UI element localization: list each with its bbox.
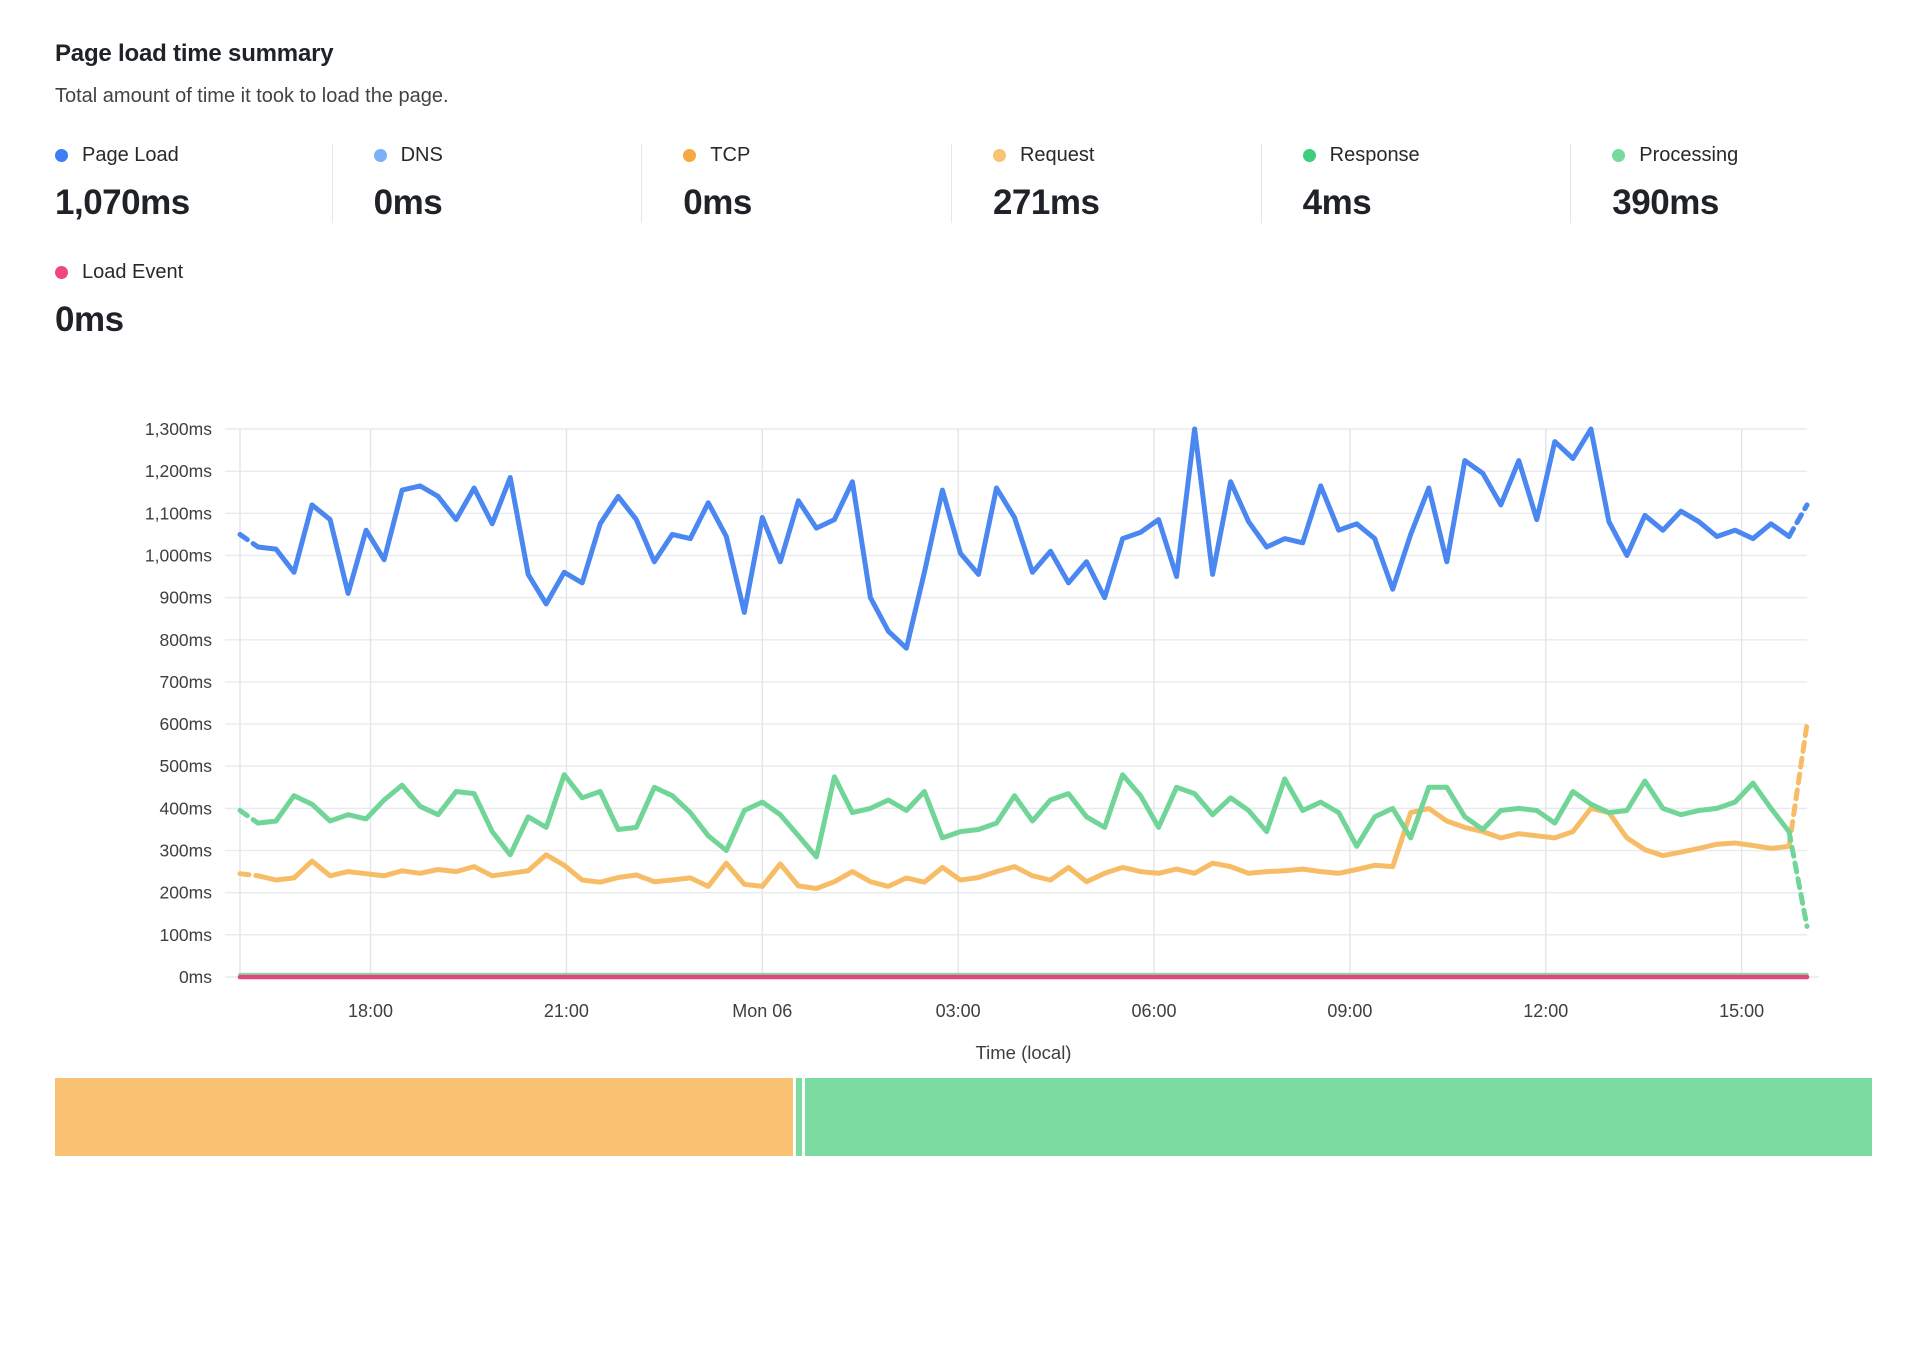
metric-label-row: Load Event [55, 261, 334, 284]
y-tick-label: 100ms [159, 925, 212, 945]
chart-container: 0ms 100ms 200ms 300ms 400ms 500ms 600ms 700ms 80… [55, 404, 1880, 1066]
metric-value: 390ms [1612, 183, 1719, 222]
load-time-chart[interactable]: 0ms 100ms 200ms 300ms 400ms 500ms 600ms 700ms 80… [55, 404, 1855, 1066]
request-dot-icon [992, 149, 1006, 162]
x-tick-label: 06:00 [1132, 1001, 1177, 1021]
series-page-load [255, 426, 1792, 651]
x-tick-label: 12:00 [1523, 1001, 1568, 1021]
metric-label: Request [1019, 144, 1095, 166]
series-processing [1786, 829, 1810, 929]
x-tick-label: 18:00 [348, 1001, 393, 1021]
y-tick-label: 1,300ms [145, 419, 212, 439]
processing-dot-icon [1612, 149, 1626, 162]
x-tick-label: 09:00 [1327, 1001, 1372, 1021]
y-tick-label: 700ms [159, 672, 212, 692]
x-tick-label: 03:00 [936, 1001, 981, 1021]
status-segment[interactable] [805, 1078, 1873, 1156]
series-page-load [237, 531, 261, 550]
metrics-row-2: Load Event 0ms [55, 261, 1880, 340]
x-axis-title: Time (local) [976, 1042, 1072, 1063]
y-tick-label: 900ms [159, 588, 212, 608]
metric-label: Response [1329, 144, 1420, 166]
y-tick-label: 1,200ms [145, 461, 212, 481]
series-page-load [1786, 502, 1810, 539]
metric-label: TCP [710, 144, 751, 166]
y-tick-label: 300ms [159, 841, 212, 861]
tcp-dot-icon [683, 149, 697, 162]
metric-value: 0ms [373, 183, 443, 222]
metric-label-row: Request [992, 144, 1261, 167]
y-tick-label: 500ms [159, 756, 212, 776]
series-request [237, 871, 261, 879]
status-segment[interactable] [795, 1078, 803, 1156]
series-processing [255, 772, 1792, 860]
metric-label: DNS [400, 144, 443, 166]
y-tick-label: 400ms [159, 798, 212, 818]
dns-dot-icon [373, 149, 387, 162]
page-title: Page load time summary [55, 40, 334, 67]
metric-response: Response 4ms [1260, 144, 1571, 223]
page-load-summary-card: Page load time summary Total amount of t… [55, 40, 1880, 1156]
page-load-dot-icon [55, 149, 68, 162]
y-tick-label: 200ms [159, 883, 212, 903]
series-request [255, 805, 1792, 891]
load-event-dot-icon [55, 266, 68, 279]
metric-value: 271ms [992, 183, 1100, 222]
response-dot-icon [1302, 149, 1316, 162]
page-subtitle: Total amount of time it took to load the… [55, 85, 449, 107]
metric-label-row: DNS [373, 144, 642, 167]
metric-value: 0ms [683, 183, 752, 222]
metric-page-load: Page Load 1,070ms [55, 144, 332, 223]
x-tick-label: Mon 06 [732, 1001, 792, 1021]
metric-value: 1,070ms [55, 183, 190, 222]
series-request [1786, 721, 1810, 849]
x-tick-label: 15:00 [1719, 1001, 1764, 1021]
y-tick-label: 600ms [159, 714, 212, 734]
metrics-row: Page Load 1,070ms DNS 0ms TCP 0ms Reques… [55, 144, 1880, 223]
y-tick-label: 1,000ms [145, 545, 212, 565]
metric-label: Processing [1639, 144, 1739, 166]
y-tick-label: 1,100ms [145, 503, 212, 523]
metric-label-row: Response [1302, 144, 1571, 167]
metric-label-row: TCP [683, 144, 951, 167]
metric-label-row: Processing [1612, 144, 1880, 167]
y-tick-label: 0ms [179, 967, 212, 987]
metric-dns: DNS 0ms [331, 144, 642, 223]
series-processing [237, 808, 261, 826]
status-bar [55, 1078, 1877, 1156]
metric-request: Request 271ms [950, 144, 1261, 223]
metric-label: Load Event [82, 261, 184, 283]
metric-label-row: Page Load [55, 144, 332, 167]
metric-value: 4ms [1302, 183, 1372, 222]
metric-tcp: TCP 0ms [641, 144, 951, 223]
metric-value: 0ms [55, 300, 124, 339]
x-tick-label: 21:00 [544, 1001, 589, 1021]
metric-label: Page Load [82, 144, 179, 166]
status-segment[interactable] [55, 1078, 793, 1156]
metric-load-event: Load Event 0ms [55, 261, 334, 340]
metric-processing: Processing 390ms [1570, 144, 1880, 223]
y-tick-label: 800ms [159, 630, 212, 650]
